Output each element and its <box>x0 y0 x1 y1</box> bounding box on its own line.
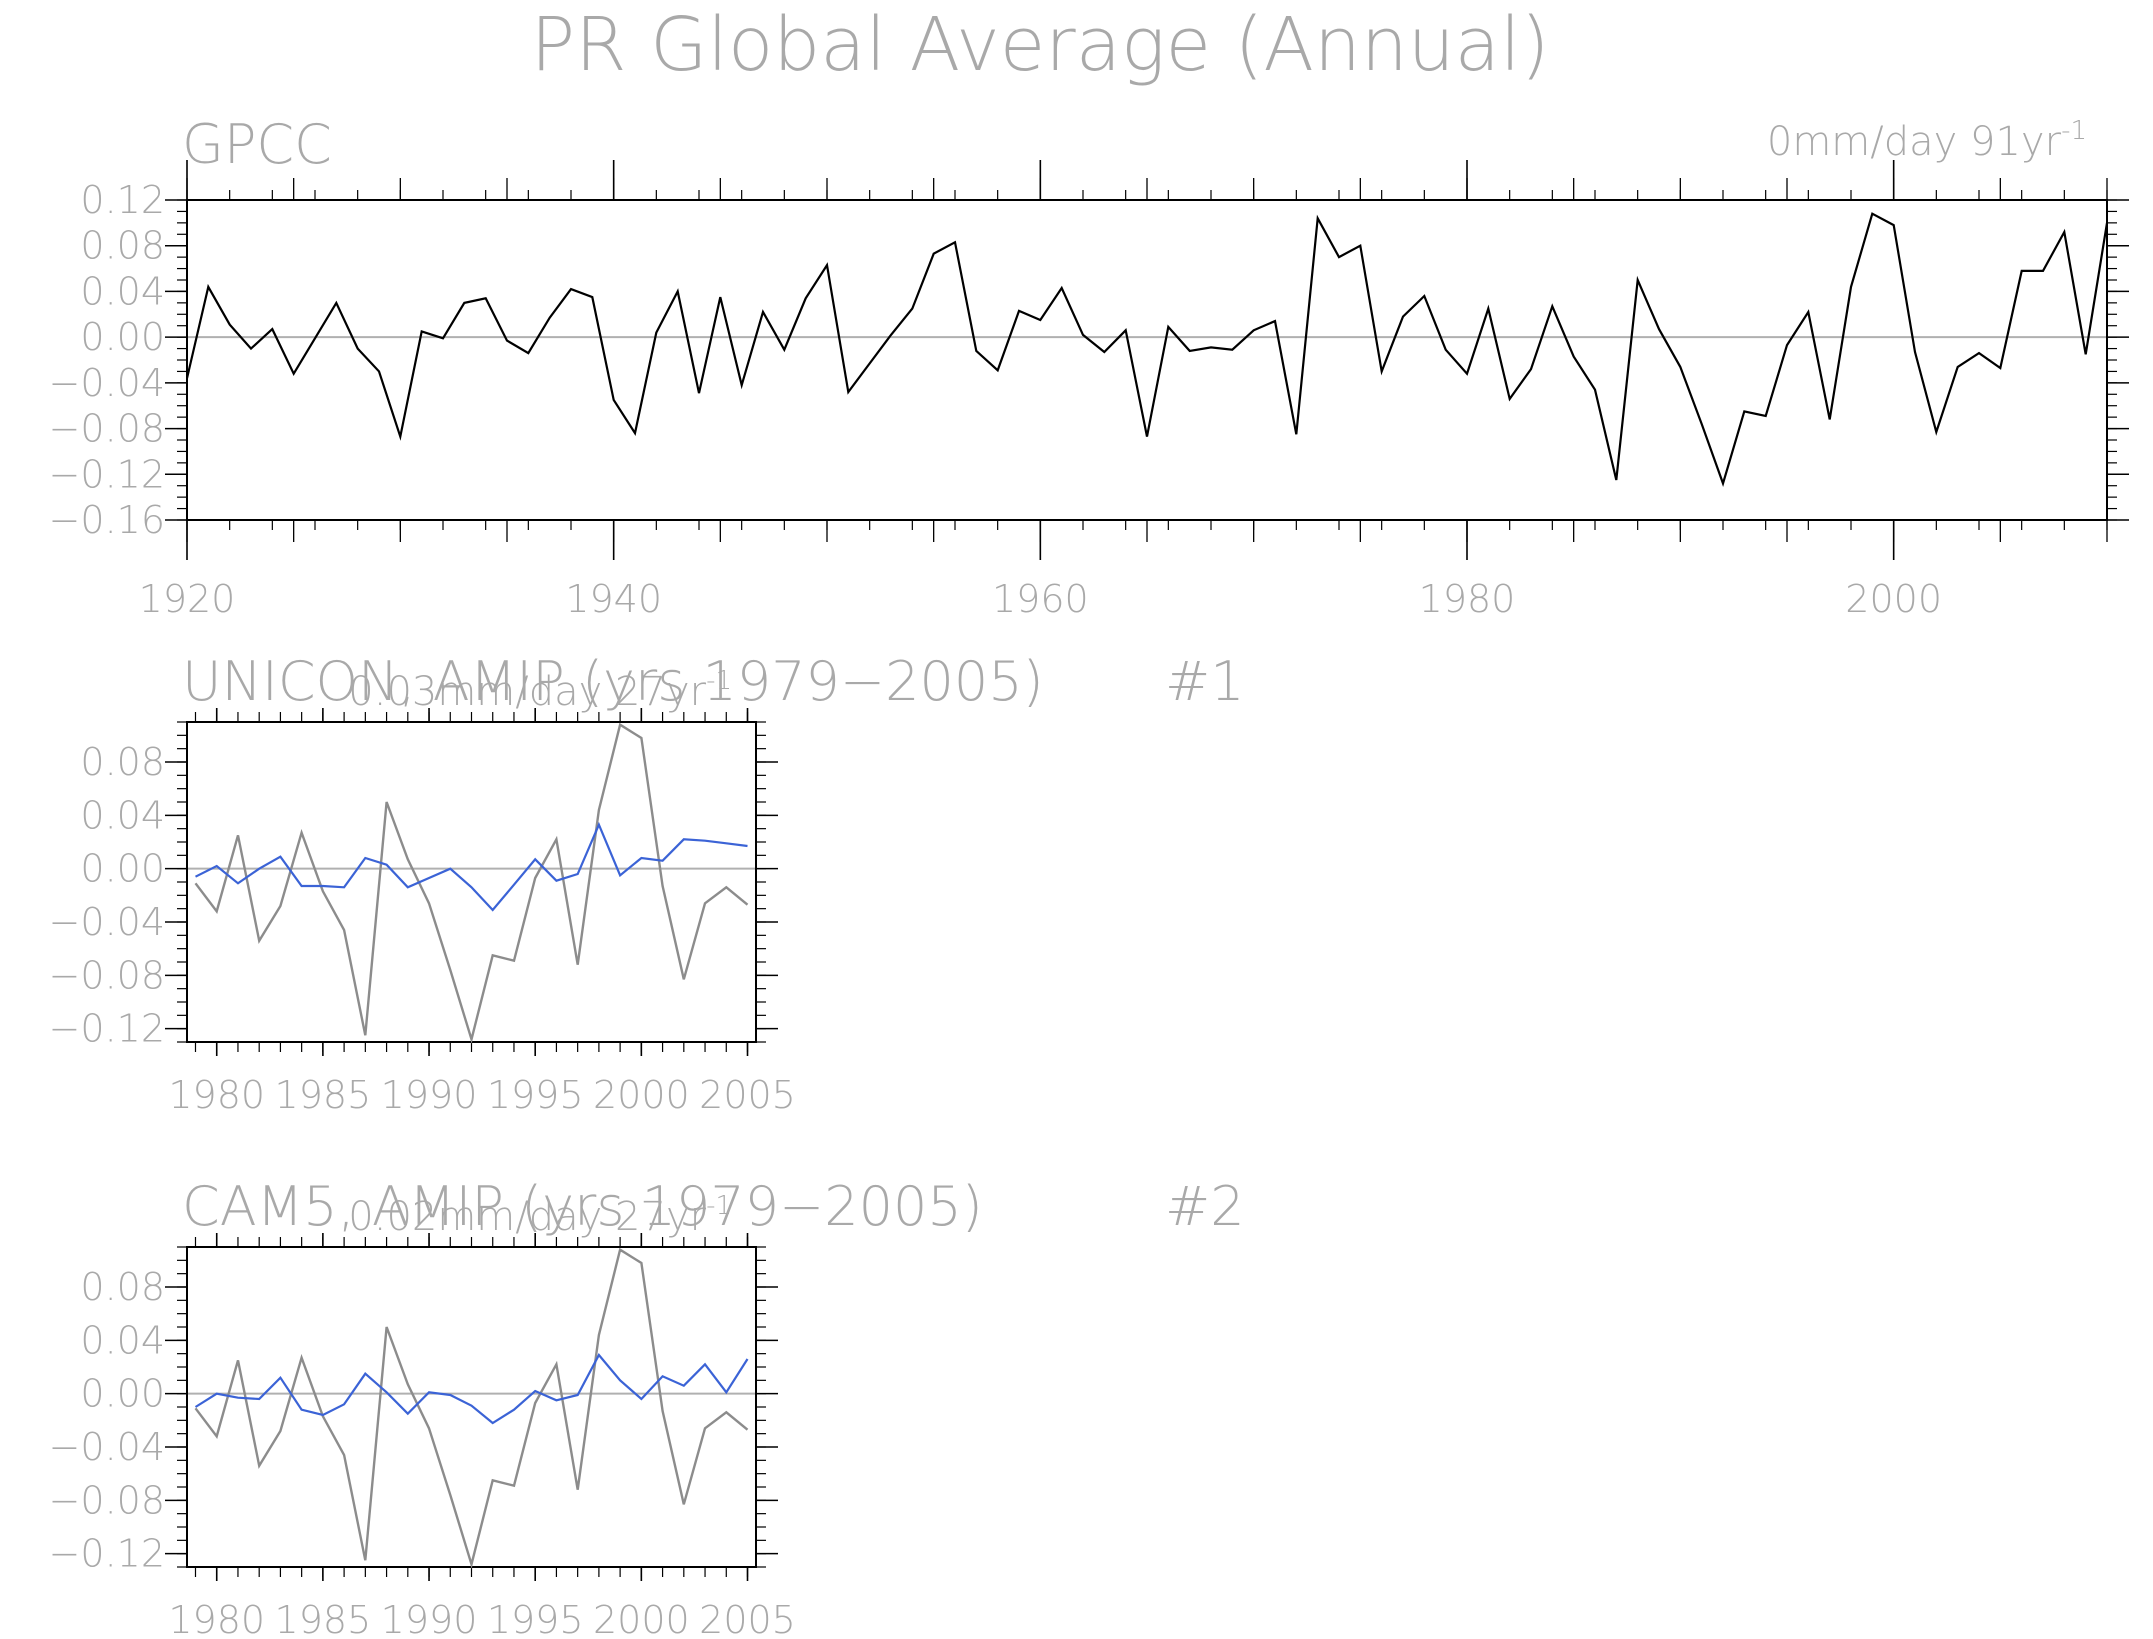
model-series-line <box>194 1353 749 1425</box>
x-tick-label: 2000 <box>593 1598 690 1639</box>
panel-title: GPCC <box>182 113 332 176</box>
panel-tag: #1 <box>1165 650 1245 713</box>
trend-annotation: 0.02mm/day 27yr-1 <box>348 1191 732 1240</box>
y-tick-label: −0.12 <box>49 1532 165 1576</box>
chart-panel-3: CAM5, AMIP (yrs 1979−2005)0.02mm/day 27y… <box>49 1175 1245 1639</box>
model-series-line <box>195 821 748 912</box>
y-tick-label: 0.00 <box>80 1372 165 1416</box>
x-tick-label: 1920 <box>139 577 236 621</box>
x-tick-label: 1980 <box>168 1073 265 1117</box>
y-tick-label: 0.00 <box>80 315 165 359</box>
x-tick-label: 1990 <box>381 1598 478 1639</box>
y-tick-label: −0.08 <box>49 953 165 997</box>
observed-series-line <box>194 722 749 1044</box>
y-tick-label: −0.04 <box>49 900 165 944</box>
panel-title: UNICON, AMIP (yrs 1979−2005) <box>182 650 1044 713</box>
y-tick-label: 0.04 <box>80 269 165 313</box>
plot-frame <box>186 721 757 1043</box>
x-tick-label: 2000 <box>593 1073 690 1117</box>
trend-annotation: 0.03mm/day 27yr-1 <box>348 666 732 715</box>
y-tick-label: −0.12 <box>49 1007 165 1051</box>
trend-annotation: 0mm/day 91yr-1 <box>1767 116 2087 165</box>
y-tick-label: 0.12 <box>80 178 165 222</box>
observed-series-line <box>194 1247 749 1569</box>
y-tick-label: 0.00 <box>80 847 165 891</box>
x-tick-label: 2005 <box>699 1598 796 1639</box>
panel-tag: #2 <box>1165 1175 1245 1238</box>
y-tick-label: −0.16 <box>49 498 165 542</box>
x-tick-label: 2000 <box>1845 577 1942 621</box>
y-tick-label: 0.04 <box>80 1318 165 1362</box>
y-tick-label: −0.04 <box>49 361 165 405</box>
figure-title: PR Global Average (Annual) <box>531 2 1550 88</box>
y-tick-label: −0.08 <box>49 407 165 451</box>
x-tick-label: 1995 <box>487 1598 584 1639</box>
chart-panels: GPCC 0mm/day 91yr-10.120.080.040.00−0.04−… <box>49 113 2129 1639</box>
y-tick-label: 0.08 <box>80 740 165 784</box>
x-tick-label: 1960 <box>992 577 1089 621</box>
y-tick-label: 0.08 <box>80 224 165 268</box>
x-tick-label: 1990 <box>381 1073 478 1117</box>
x-tick-label: 2005 <box>699 1073 796 1117</box>
x-tick-label: 1980 <box>1419 577 1516 621</box>
x-tick-label: 1980 <box>168 1598 265 1639</box>
y-tick-label: −0.04 <box>49 1425 165 1469</box>
x-tick-label: 1995 <box>487 1073 584 1117</box>
y-tick-label: 0.04 <box>80 793 165 837</box>
y-tick-label: −0.12 <box>49 452 165 496</box>
panel-title: CAM5, AMIP (yrs 1979−2005) <box>182 1175 983 1238</box>
x-tick-label: 1940 <box>565 577 662 621</box>
x-tick-label: 1985 <box>275 1073 372 1117</box>
chart-panel-2: UNICON, AMIP (yrs 1979−2005)0.03mm/day 2… <box>49 650 1245 1117</box>
x-tick-label: 1985 <box>275 1598 372 1639</box>
gpcc-series-line <box>187 212 2107 487</box>
chart-panel-1: GPCC 0mm/day 91yr-10.120.080.040.00−0.04−… <box>49 113 2129 621</box>
plot-frame <box>186 199 2108 521</box>
y-tick-label: 0.08 <box>80 1265 165 1309</box>
y-tick-label: −0.08 <box>49 1478 165 1522</box>
